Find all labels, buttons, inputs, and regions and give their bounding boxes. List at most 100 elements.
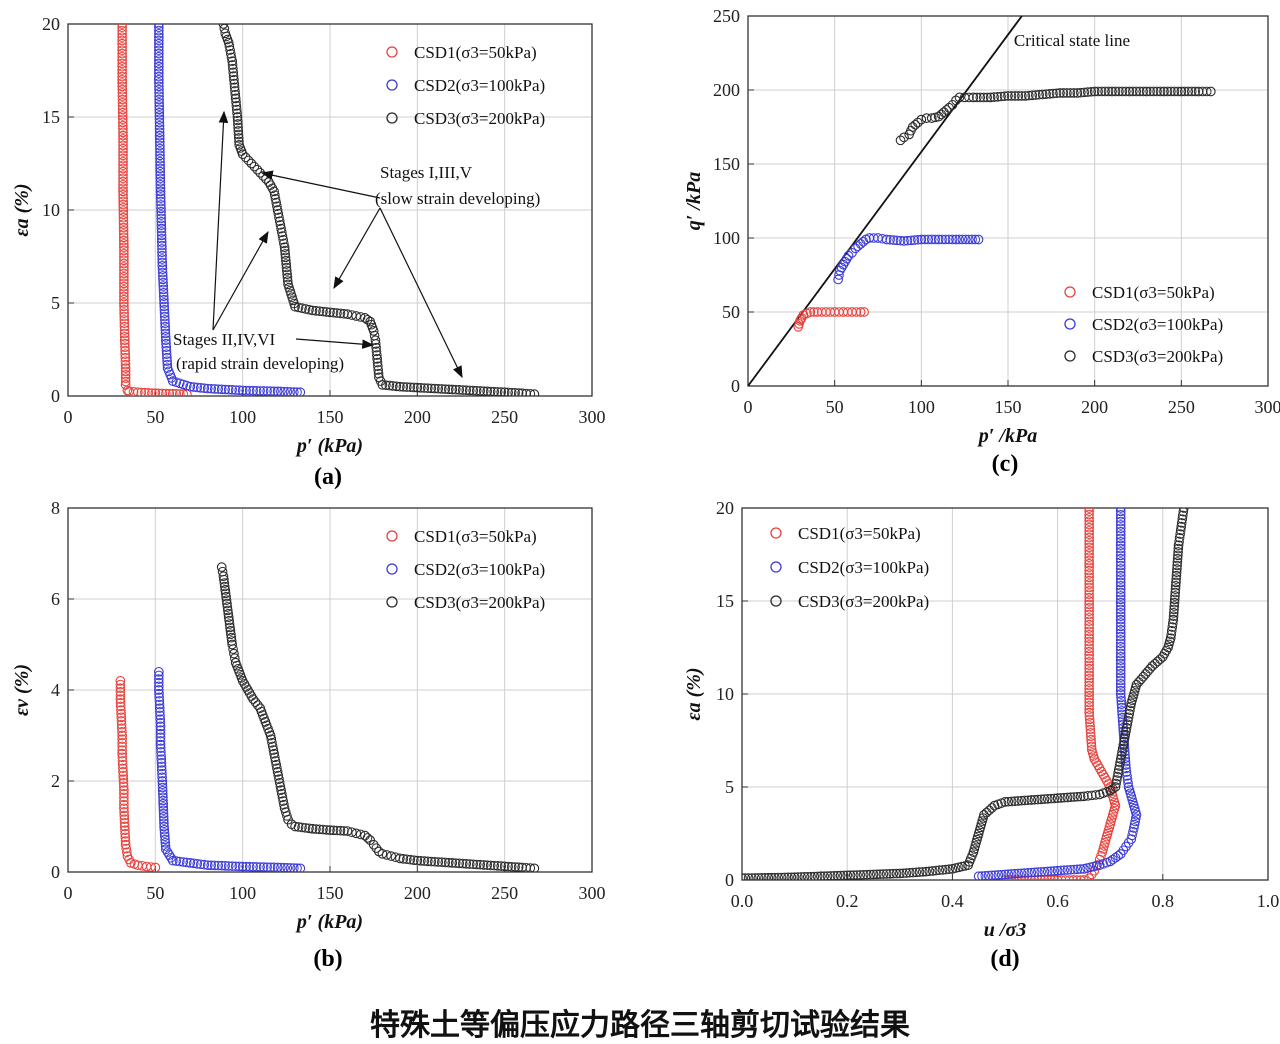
x-tick-label: 0: [64, 407, 73, 427]
y-tick-label: 0: [725, 870, 734, 890]
x-tick-label: 0: [64, 883, 73, 903]
annotation-arrow: [380, 208, 462, 377]
legend-marker: [1065, 319, 1075, 329]
legend-label: CSD3(σ3=200kPa): [414, 109, 545, 128]
x-tick-label: 50: [146, 883, 164, 903]
legend-label: CSD3(σ3=200kPa): [414, 593, 545, 612]
data-point: [1132, 680, 1141, 689]
annotation-arrow: [213, 112, 224, 330]
y-tick-label: 200: [713, 80, 740, 100]
panel-label: (d): [990, 946, 1019, 972]
legend-marker: [771, 528, 781, 538]
y-tick-label: 6: [51, 589, 60, 609]
x-tick-label: 50: [146, 407, 164, 427]
x-tick-label: 200: [404, 883, 431, 903]
x-axis-label: p′ (kPa): [295, 435, 363, 457]
data-point: [922, 114, 931, 123]
data-point: [942, 106, 951, 115]
panel-label: (b): [313, 946, 342, 972]
x-tick-label: 0: [744, 397, 753, 417]
y-tick-label: 250: [713, 6, 740, 26]
annotation-arrow: [262, 173, 380, 198]
y-tick-label: 10: [42, 200, 60, 220]
x-axis-label: u /σ3: [984, 919, 1026, 941]
x-tick-label: 0.6: [1046, 891, 1069, 911]
legend-label: CSD1(σ3=50kPa): [798, 524, 921, 543]
legend-label: CSD1(σ3=50kPa): [414, 527, 537, 546]
legend-marker: [387, 80, 397, 90]
y-axis-label: q′ /kPa: [683, 172, 705, 230]
annotation-arrow: [334, 208, 380, 288]
x-tick-label: 150: [317, 883, 344, 903]
x-tick-label: 100: [229, 407, 256, 427]
critical-state-line-label: Critical state line: [1014, 31, 1130, 50]
annotation-text: (rapid strain developing): [176, 354, 344, 373]
y-tick-label: 0: [51, 386, 60, 406]
y-tick-label: 20: [42, 14, 60, 34]
data-point: [363, 834, 372, 843]
critical-state-line: [748, 16, 1022, 386]
annotation-text: Stages II,IV,VI: [173, 330, 275, 349]
legend-marker: [387, 113, 397, 123]
series-3: [896, 87, 1215, 144]
series-1: [116, 677, 160, 872]
y-tick-label: 5: [725, 777, 734, 797]
legend-marker: [1065, 287, 1075, 297]
x-tick-label: 250: [1168, 397, 1195, 417]
legend-label: CSD2(σ3=100kPa): [1092, 315, 1223, 334]
x-axis-label: p′ /kPa: [977, 425, 1037, 447]
legend-marker: [387, 564, 397, 574]
legend-marker: [387, 531, 397, 541]
legend-label: CSD2(σ3=100kPa): [798, 558, 929, 577]
data-point: [940, 108, 949, 117]
legend-label: CSD1(σ3=50kPa): [1092, 283, 1215, 302]
x-tick-label: 100: [908, 397, 935, 417]
x-tick-label: 200: [1081, 397, 1108, 417]
data-point: [1141, 670, 1150, 679]
x-tick-label: 250: [491, 407, 518, 427]
annotation-arrow: [213, 232, 268, 330]
y-tick-label: 2: [51, 771, 60, 791]
y-tick-label: 4: [51, 680, 60, 700]
x-tick-label: 300: [579, 883, 606, 903]
data-point: [985, 806, 994, 815]
legend-marker: [1065, 351, 1075, 361]
series-1: [794, 308, 868, 331]
y-tick-label: 50: [722, 302, 740, 322]
x-tick-label: 0.0: [731, 891, 754, 911]
data-point: [1146, 664, 1155, 673]
annotation-text: (slow strain developing): [375, 189, 540, 208]
x-tick-label: 0.8: [1152, 891, 1175, 911]
x-tick-label: 0.2: [836, 891, 859, 911]
y-axis-label: εv (%): [11, 664, 33, 716]
x-tick-label: 100: [229, 883, 256, 903]
y-tick-label: 20: [716, 498, 734, 518]
data-point: [854, 242, 863, 251]
data-point: [1151, 659, 1160, 668]
legend-marker: [771, 562, 781, 572]
legend-label: CSD2(σ3=100kPa): [414, 76, 545, 95]
x-tick-label: 200: [404, 407, 431, 427]
legend-label: CSD2(σ3=100kPa): [414, 560, 545, 579]
y-tick-label: 15: [716, 591, 734, 611]
y-tick-label: 150: [713, 154, 740, 174]
x-axis-label: p′ (kPa): [295, 911, 363, 933]
panel-label: (a): [314, 464, 342, 490]
x-tick-label: 150: [317, 407, 344, 427]
figure-caption: 特殊土等偏压应力路径三轴剪切试验结果: [0, 1000, 1280, 1044]
data-point: [1148, 662, 1157, 671]
y-tick-label: 0: [51, 862, 60, 882]
x-tick-label: 250: [491, 883, 518, 903]
data-point: [1143, 667, 1152, 676]
annotation-arrow: [296, 339, 373, 345]
panel-label: (c): [992, 451, 1019, 477]
data-point: [911, 120, 920, 129]
legend-label: CSD3(σ3=200kPa): [1092, 347, 1223, 366]
y-tick-label: 8: [51, 498, 60, 518]
x-tick-label: 300: [579, 407, 606, 427]
x-tick-label: 1.0: [1257, 891, 1280, 911]
